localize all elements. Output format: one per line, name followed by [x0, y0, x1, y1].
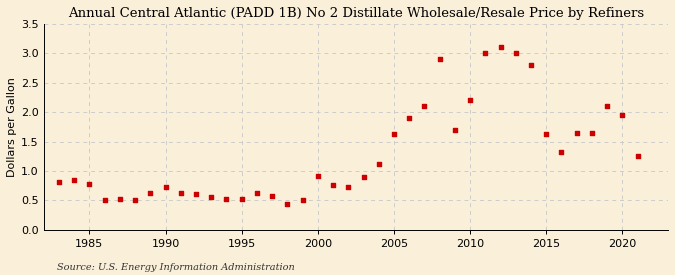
- Point: [160, 185, 171, 190]
- Point: [587, 131, 597, 135]
- Point: [389, 132, 400, 137]
- Point: [464, 98, 475, 103]
- Point: [99, 197, 110, 202]
- Point: [327, 183, 338, 187]
- Point: [601, 104, 612, 108]
- Point: [297, 197, 308, 202]
- Point: [53, 179, 64, 184]
- Y-axis label: Dollars per Gallon: Dollars per Gallon: [7, 77, 17, 177]
- Point: [510, 51, 521, 55]
- Point: [571, 131, 582, 135]
- Point: [541, 132, 551, 136]
- Point: [556, 149, 567, 154]
- Point: [419, 104, 430, 108]
- Point: [526, 63, 537, 67]
- Point: [313, 174, 323, 178]
- Point: [190, 192, 201, 197]
- Point: [115, 197, 126, 201]
- Point: [221, 196, 232, 201]
- Point: [373, 162, 384, 166]
- Text: Source: U.S. Energy Information Administration: Source: U.S. Energy Information Administ…: [57, 263, 295, 272]
- Point: [450, 128, 460, 133]
- Point: [176, 191, 186, 195]
- Point: [343, 185, 354, 190]
- Point: [282, 202, 293, 206]
- Point: [404, 116, 414, 120]
- Title: Annual Central Atlantic (PADD 1B) No 2 Distillate Wholesale/Resale Price by Refi: Annual Central Atlantic (PADD 1B) No 2 D…: [68, 7, 644, 20]
- Point: [434, 56, 445, 61]
- Point: [480, 51, 491, 55]
- Point: [145, 191, 156, 196]
- Point: [617, 113, 628, 117]
- Point: [495, 45, 506, 50]
- Point: [267, 193, 277, 198]
- Point: [236, 197, 247, 201]
- Point: [84, 182, 95, 186]
- Point: [252, 191, 263, 195]
- Point: [206, 195, 217, 200]
- Point: [69, 178, 80, 182]
- Point: [358, 175, 369, 179]
- Point: [632, 154, 643, 158]
- Point: [130, 198, 140, 203]
